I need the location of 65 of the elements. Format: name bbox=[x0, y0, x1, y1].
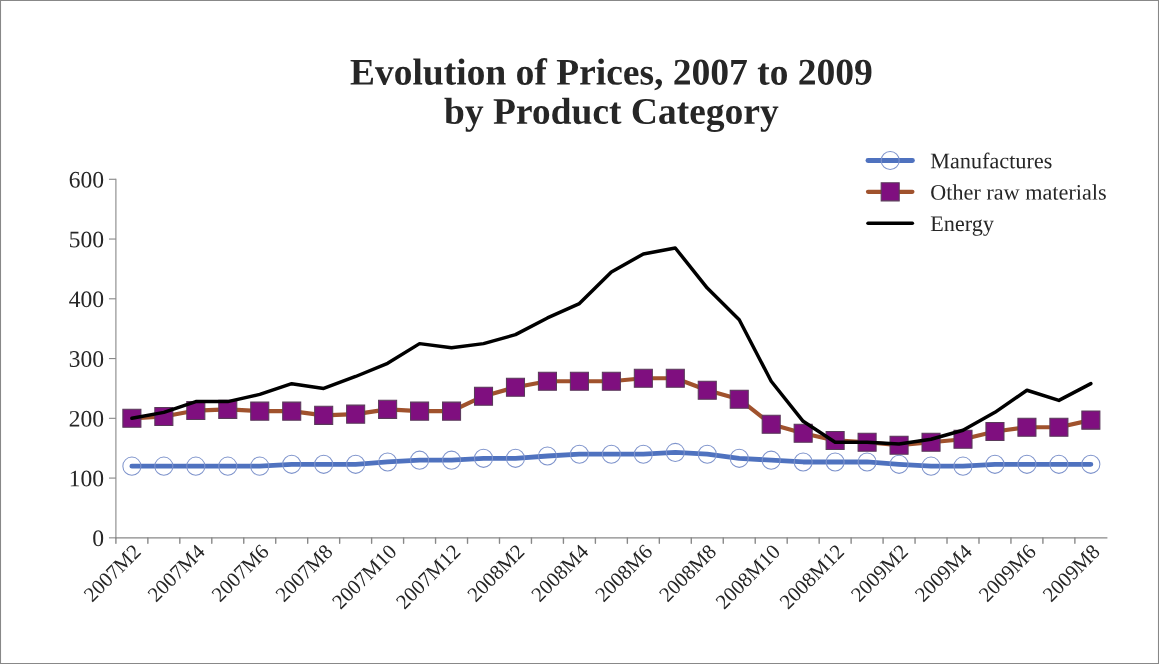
y-tick-label: 0 bbox=[93, 530, 104, 547]
y-tick-label: 100 bbox=[70, 470, 104, 487]
point bbox=[282, 401, 302, 421]
point bbox=[793, 423, 813, 443]
point bbox=[1017, 417, 1037, 437]
point bbox=[953, 456, 973, 476]
y-tick-label: 300 bbox=[69, 351, 104, 367]
point bbox=[1081, 454, 1101, 474]
point bbox=[250, 401, 270, 421]
point bbox=[729, 389, 749, 409]
point bbox=[378, 399, 398, 419]
point bbox=[729, 448, 749, 468]
point bbox=[761, 414, 781, 434]
point bbox=[1081, 410, 1101, 430]
point bbox=[154, 456, 174, 476]
point bbox=[537, 446, 557, 466]
point bbox=[186, 456, 206, 476]
legend-label: Energy bbox=[930, 216, 994, 236]
point bbox=[505, 377, 526, 397]
point bbox=[857, 452, 877, 472]
point bbox=[1049, 454, 1069, 474]
point bbox=[1049, 417, 1069, 437]
point bbox=[985, 421, 1005, 442]
legend-label: Other raw materials bbox=[931, 184, 1106, 200]
point bbox=[793, 452, 813, 472]
point bbox=[1017, 454, 1037, 474]
point bbox=[378, 452, 398, 472]
point bbox=[825, 452, 845, 472]
point bbox=[633, 444, 653, 464]
point bbox=[346, 404, 366, 424]
y-tick-label: 600 bbox=[69, 171, 104, 188]
point bbox=[410, 450, 430, 470]
point bbox=[569, 444, 589, 464]
point bbox=[218, 456, 238, 476]
point bbox=[953, 429, 973, 449]
point bbox=[697, 380, 717, 400]
y-tick-label: 200 bbox=[69, 410, 104, 427]
point bbox=[410, 401, 430, 421]
point bbox=[985, 454, 1005, 474]
point bbox=[473, 448, 494, 468]
point bbox=[314, 405, 334, 425]
chart-title: Evolution of Prices, 2007 to 2009 by Product Category bbox=[350, 58, 872, 132]
point bbox=[633, 368, 653, 388]
point bbox=[282, 454, 302, 474]
point bbox=[665, 442, 685, 462]
point bbox=[761, 450, 781, 470]
y-tick-label: 500 bbox=[70, 231, 104, 248]
point bbox=[601, 371, 621, 391]
legend-label: Manufactures bbox=[930, 152, 1052, 169]
point bbox=[665, 368, 685, 388]
y-tick-label: 400 bbox=[69, 291, 104, 308]
point bbox=[921, 456, 941, 476]
point bbox=[569, 371, 589, 391]
point bbox=[442, 401, 462, 421]
point bbox=[697, 444, 717, 464]
point bbox=[473, 386, 494, 406]
point bbox=[250, 456, 270, 476]
point bbox=[314, 454, 334, 474]
point bbox=[889, 454, 909, 474]
point bbox=[505, 448, 526, 468]
point bbox=[601, 444, 621, 464]
point bbox=[346, 454, 366, 474]
point bbox=[122, 456, 142, 476]
point bbox=[537, 371, 557, 391]
point bbox=[442, 450, 462, 470]
